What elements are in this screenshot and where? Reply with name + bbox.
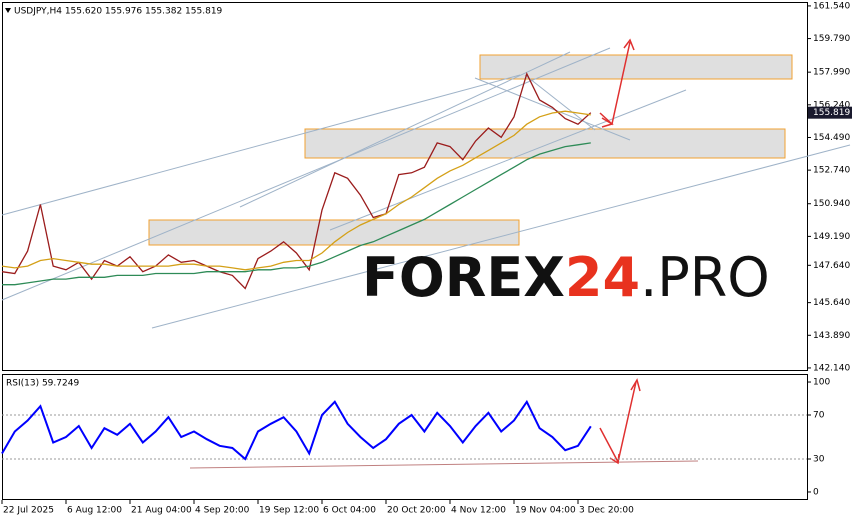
x-tick-label: 6 Aug 12:00 (67, 506, 122, 516)
y-tick-label: 154.490 (813, 133, 850, 143)
x-tick-label: 6 Oct 04:00 (323, 506, 376, 516)
trend-line (329, 89, 687, 231)
x-tick-label: 19 Sep 12:00 (259, 506, 319, 516)
y-tick-label: 161.540 (813, 1, 850, 11)
y-tick-label: 0 (813, 487, 819, 497)
y-tick-label: 152.740 (813, 166, 850, 176)
title-marker (5, 8, 11, 13)
trend-line (1, 47, 611, 301)
x-tick-label: 3 Dec 20:00 (579, 506, 634, 516)
arrowhead (601, 117, 614, 128)
zone (148, 219, 520, 246)
arrowhead (609, 453, 620, 465)
y-tick-label: 149.190 (813, 232, 850, 242)
x-tick-label: 19 Nov 04:00 (515, 506, 576, 516)
watermark-part: FOREX (362, 246, 565, 309)
y-tick-label: 143.890 (813, 331, 850, 341)
y-tick-label: 145.640 (813, 298, 850, 308)
y-tick-label: 150.940 (813, 199, 850, 209)
trend-line (239, 51, 571, 208)
y-tick-label: 147.640 (813, 261, 850, 271)
price-panel (2, 2, 808, 371)
y-tick-label: 30 (813, 454, 825, 464)
price-tag (808, 106, 852, 119)
price-tag-label: 155.819 (813, 108, 850, 118)
y-tick-label: 100 (813, 378, 830, 388)
trend-line (1, 74, 521, 216)
trend-line (189, 460, 699, 469)
watermark-part: 24 (565, 246, 640, 309)
zone (304, 128, 786, 159)
x-tick-label: 22 Jul 2025 (3, 506, 54, 516)
rsi-panel (2, 374, 808, 500)
watermark-part: .PRO (640, 246, 770, 309)
y-tick-label: 70 (813, 411, 825, 421)
rsi-title: RSI(13) 59.7249 (6, 379, 79, 389)
x-tick-label: 20 Oct 20:00 (387, 506, 446, 516)
arrows (599, 38, 641, 465)
trend-line (524, 74, 596, 131)
series-line (2, 142, 591, 286)
y-tick-label: 157.990 (813, 68, 850, 78)
y-tick-label: 159.790 (813, 34, 850, 44)
y-tick-label: 156.240 (813, 100, 850, 110)
y-tick-label: 142.140 (813, 363, 850, 373)
x-tick-label: 4 Nov 12:00 (451, 506, 506, 516)
chart-title: USDJPY,H4 155.620 155.976 155.382 155.81… (14, 7, 223, 17)
watermark: FOREX24.PRO (362, 246, 770, 309)
trend-line (474, 77, 631, 141)
trend-line (151, 144, 851, 329)
series-line (1, 399, 592, 461)
arrowhead (630, 378, 641, 392)
zone (479, 54, 793, 80)
x-tick-label: 4 Sep 20:00 (195, 506, 250, 516)
x-tick-label: 21 Aug 04:00 (131, 506, 192, 516)
series-line (1, 72, 592, 290)
arrowhead (623, 38, 635, 51)
trend-lines (1, 47, 851, 469)
series-line (1, 110, 591, 271)
